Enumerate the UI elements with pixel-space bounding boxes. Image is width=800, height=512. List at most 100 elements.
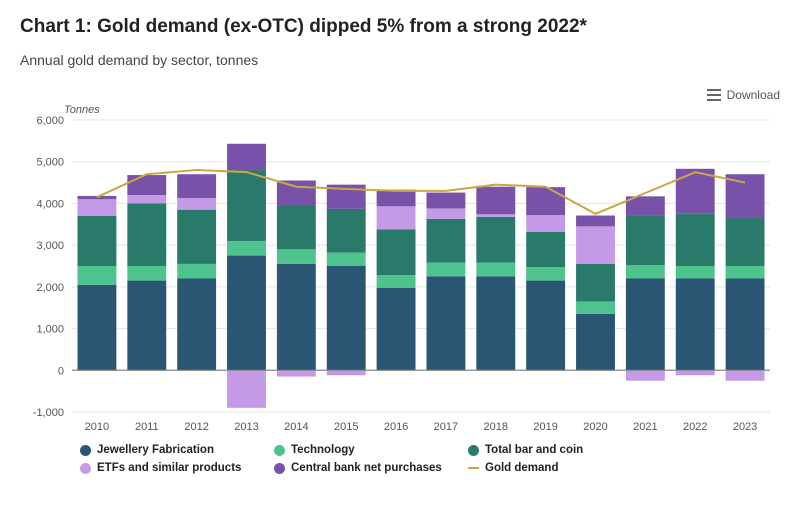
svg-text:1,000: 1,000 [36, 324, 64, 336]
svg-text:2021: 2021 [633, 421, 657, 433]
bar-technology [476, 263, 515, 277]
bar-etfs [177, 198, 216, 210]
svg-text:2016: 2016 [384, 421, 408, 433]
y-axis-title: Tonnes [64, 104, 100, 116]
bar-bar_coin [476, 217, 515, 263]
bar-jewellery [526, 281, 565, 371]
svg-text:2020: 2020 [583, 421, 607, 433]
bar-bar_coin [626, 215, 665, 265]
bar-bar_coin [726, 218, 765, 266]
legend-item-jewellery: Jewellery Fabrication [80, 444, 250, 456]
svg-text:2022: 2022 [683, 421, 707, 433]
legend-item-technology: Technology [274, 444, 444, 456]
svg-text:2013: 2013 [234, 421, 258, 433]
legend-item-etfs: ETFs and similar products [80, 462, 250, 474]
bar-etfs [426, 208, 465, 218]
bar-central_bank [526, 187, 565, 215]
bar-jewellery [626, 279, 665, 371]
bar-jewellery [426, 276, 465, 370]
bar-bar_coin [576, 264, 615, 302]
legend: Jewellery Fabrication Technology Total bar… [20, 436, 740, 474]
svg-text:6,000: 6,000 [36, 115, 64, 127]
bar-bar_coin [426, 219, 465, 263]
bar-jewellery [177, 279, 216, 371]
legend-label: ETFs and similar products [97, 462, 241, 474]
bar-etfs [726, 370, 765, 380]
bar-etfs [526, 215, 565, 232]
legend-swatch [274, 463, 285, 474]
bar-technology [227, 241, 266, 256]
legend-label: Total bar and coin [485, 444, 583, 456]
bar-jewellery [77, 285, 116, 371]
bar-jewellery [476, 276, 515, 370]
legend-swatch [468, 467, 479, 469]
svg-text:4,000: 4,000 [36, 198, 64, 210]
chart-subtitle: Annual gold demand by sector, tonnes [20, 52, 780, 68]
bar-etfs [377, 206, 416, 229]
bar-central_bank [426, 193, 465, 209]
svg-text:0: 0 [58, 365, 64, 377]
bar-jewellery [277, 264, 316, 370]
svg-text:2012: 2012 [184, 421, 208, 433]
svg-text:-1,000: -1,000 [33, 407, 64, 419]
bar-technology [277, 249, 316, 264]
svg-text:2023: 2023 [733, 421, 757, 433]
bar-jewellery [127, 281, 166, 371]
svg-text:2,000: 2,000 [36, 282, 64, 294]
bar-central_bank [476, 187, 515, 215]
bar-central_bank [726, 174, 765, 218]
bar-bar_coin [227, 170, 266, 241]
bar-bar_coin [277, 206, 316, 250]
bar-technology [526, 267, 565, 280]
bar-technology [676, 266, 715, 279]
legend-item-gold_demand: Gold demand [468, 462, 638, 474]
bar-bar_coin [676, 214, 715, 266]
bar-technology [626, 265, 665, 278]
legend-label: Jewellery Fabrication [97, 444, 214, 456]
bar-technology [177, 264, 216, 279]
bar-etfs [327, 370, 366, 375]
download-label: Download [727, 88, 780, 102]
bar-central_bank [127, 175, 166, 195]
bar-bar_coin [327, 209, 366, 253]
bar-central_bank [576, 216, 615, 227]
bar-etfs [127, 195, 166, 203]
bar-bar_coin [377, 229, 416, 275]
bar-technology [426, 263, 465, 277]
bar-bar_coin [127, 203, 166, 266]
bar-jewellery [726, 279, 765, 371]
download-button[interactable]: Download [20, 88, 780, 102]
bar-technology [77, 266, 116, 285]
svg-text:2017: 2017 [434, 421, 458, 433]
bar-technology [327, 253, 366, 266]
legend-label: Gold demand [485, 462, 558, 474]
svg-text:5,000: 5,000 [36, 157, 64, 169]
bar-central_bank [377, 190, 416, 207]
legend-label: Technology [291, 444, 355, 456]
bar-technology [377, 275, 416, 288]
legend-swatch [80, 463, 91, 474]
bar-etfs [576, 226, 615, 264]
bar-etfs [277, 370, 316, 376]
bar-etfs [77, 199, 116, 216]
bar-bar_coin [77, 216, 116, 266]
bar-etfs [676, 370, 715, 375]
bar-central_bank [277, 180, 316, 205]
legend-item-central_bank: Central bank net purchases [274, 462, 444, 474]
bar-jewellery [576, 314, 615, 370]
svg-text:2018: 2018 [484, 421, 508, 433]
bar-jewellery [676, 279, 715, 371]
bar-bar_coin [526, 232, 565, 267]
gold-demand-chart: -1,000 0 1,000 2,000 3,000 4,000 5,000 6,000 201… [20, 106, 780, 436]
bar-technology [726, 266, 765, 279]
bar-technology [127, 266, 166, 281]
bar-jewellery [327, 266, 366, 370]
legend-item-bar_coin: Total bar and coin [468, 444, 638, 456]
bar-jewellery [227, 256, 266, 371]
bar-etfs [626, 370, 665, 380]
bar-etfs [476, 214, 515, 217]
svg-text:3,000: 3,000 [36, 240, 64, 252]
svg-text:2011: 2011 [135, 421, 159, 433]
legend-label: Central bank net purchases [291, 462, 442, 474]
chart-title: Chart 1: Gold demand (ex-OTC) dipped 5% … [20, 16, 780, 38]
